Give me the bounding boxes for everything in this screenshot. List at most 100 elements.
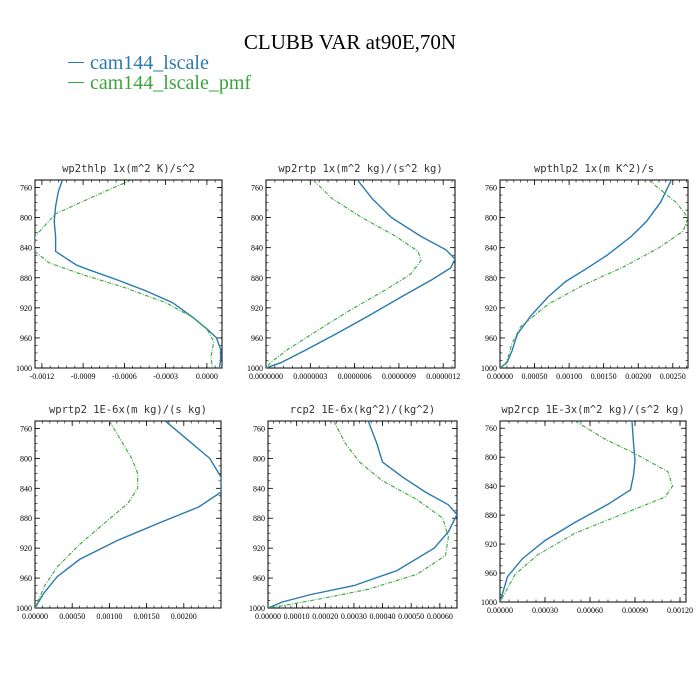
x-tick-label: -0.0003 <box>153 372 178 381</box>
x-tick-label: 0.00060 <box>427 612 453 621</box>
legend-label: cam144_lscale <box>90 52 209 74</box>
x-tick-label: 0.00120 <box>667 606 693 615</box>
x-tick-label: 0.00050 <box>522 372 548 381</box>
x-tick-label: 0.00060 <box>577 606 603 615</box>
y-tick-label: 920 <box>253 544 265 553</box>
y-tick-label: 1000 <box>16 364 32 373</box>
series-line-lscale-pmf <box>268 421 449 608</box>
series-line-lscale <box>35 421 221 608</box>
y-tick-label: 840 <box>253 484 265 493</box>
x-tick-label: 0.00000 <box>487 372 513 381</box>
y-tick-label: 960 <box>485 334 497 343</box>
y-tick-label: 840 <box>485 482 497 491</box>
y-tick-label: 960 <box>485 569 497 578</box>
series-line-lscale <box>53 180 222 368</box>
legend-swatch <box>68 81 84 83</box>
y-tick-label: 760 <box>20 424 32 433</box>
x-tick-label: 0.00090 <box>622 606 648 615</box>
y-tick-label: 920 <box>251 304 263 313</box>
series-line-lscale <box>500 180 673 368</box>
chart-panel-3: wpthlp2 1x(m K^2)/s 0.00000 0.00050 0.00100… <box>481 163 689 381</box>
x-tick-label: 0.0000000 <box>249 372 283 381</box>
series-line-lscale-pmf <box>500 421 674 602</box>
y-tick-label: 880 <box>20 274 32 283</box>
legend-entry-lscale-pmf: cam144_lscale_pmf <box>68 72 251 94</box>
x-tick-label: 0.0000003 <box>293 372 327 381</box>
y-tick-label: 840 <box>485 244 497 253</box>
panel-title: wp2thlp 1x(m^2 K)/s^2 <box>62 163 195 175</box>
y-tick-label: 880 <box>20 514 32 523</box>
x-tick-label: 0.00050 <box>59 612 85 621</box>
y-tick-label: 840 <box>251 244 263 253</box>
series-line-lscale-pmf <box>500 180 688 368</box>
x-tick-label: -0.0012 <box>30 372 55 381</box>
y-tick-label: 760 <box>251 184 263 193</box>
x-tick-label: 0.0000006 <box>338 372 372 381</box>
series-line-lscale-pmf <box>35 180 215 368</box>
series-line-lscale-pmf <box>266 180 422 368</box>
y-tick-label: 880 <box>251 274 263 283</box>
x-tick-label: 0.0000 <box>196 372 218 381</box>
x-tick-label: 0.00000 <box>22 612 48 621</box>
panel-title: wp2rcp 1E-3x(m^2 kg)/(s^2 kg) <box>501 404 684 416</box>
y-tick-label: 760 <box>20 184 32 193</box>
y-tick-label: 960 <box>253 574 265 583</box>
x-tick-label: 0.00000 <box>487 606 513 615</box>
y-tick-label: 960 <box>20 334 32 343</box>
x-tick-label: -0.0006 <box>112 372 137 381</box>
legend-swatch <box>68 61 84 63</box>
y-tick-label: 760 <box>253 424 265 433</box>
y-tick-label: 760 <box>485 184 497 193</box>
plot-frame <box>34 179 223 369</box>
plot-frame <box>34 420 222 609</box>
x-tick-label: 0.00200 <box>171 612 197 621</box>
panel-title: wp2rtp 1x(m^2 kg)/(s^2 kg) <box>278 163 442 175</box>
x-tick-label: 0.00100 <box>556 372 582 381</box>
y-tick-label: 960 <box>20 574 32 583</box>
chart-panel-4: wprtp2 1E-6x(m kg)/(s kg) 0.00000 0.00050 0… <box>16 404 222 621</box>
x-tick-label: 0.00020 <box>312 612 338 621</box>
y-tick-label: 800 <box>485 453 497 462</box>
y-tick-label: 880 <box>253 514 265 523</box>
y-tick-label: 920 <box>485 540 497 549</box>
y-tick-label: 1000 <box>249 604 265 613</box>
y-tick-label: 920 <box>20 544 32 553</box>
y-tick-label: 920 <box>20 304 32 313</box>
chart-panel-1: wp2thlp 1x(m^2 K)/s^2 -0.0012 -0.0009 -0.00… <box>16 163 223 381</box>
plot-frame <box>265 179 456 369</box>
series-line-lscale-pmf <box>35 421 139 608</box>
y-tick-label: 840 <box>20 484 32 493</box>
x-tick-label: 0.00150 <box>591 372 617 381</box>
y-tick-label: 1000 <box>481 364 497 373</box>
x-tick-label: -0.0009 <box>71 372 96 381</box>
x-tick-label: 0.00040 <box>370 612 396 621</box>
legend-entry-lscale: cam144_lscale <box>68 52 209 74</box>
x-tick-label: 0.00010 <box>284 612 310 621</box>
legend-label: cam144_lscale_pmf <box>90 72 252 94</box>
y-tick-label: 1000 <box>247 364 263 373</box>
figure-title: CLUBB VAR at90E,70N <box>243 30 457 54</box>
x-tick-label: 0.00030 <box>532 606 558 615</box>
y-tick-label: 880 <box>485 274 497 283</box>
x-tick-label: 0.00100 <box>96 612 122 621</box>
plot-frame <box>267 420 458 609</box>
x-tick-label: 0.0000009 <box>382 372 416 381</box>
y-tick-label: 800 <box>20 214 32 223</box>
panel-title: wpthlp2 1x(m K^2)/s <box>534 163 654 175</box>
y-tick-label: 760 <box>485 424 497 433</box>
x-tick-label: 0.00200 <box>625 372 651 381</box>
series-line-lscale <box>500 421 636 602</box>
y-tick-label: 800 <box>485 214 497 223</box>
y-tick-label: 880 <box>485 511 497 520</box>
y-tick-label: 800 <box>253 454 265 463</box>
y-tick-label: 960 <box>251 334 263 343</box>
chart-panel-2: wp2rtp 1x(m^2 kg)/(s^2 kg) 0.0000000 0.000… <box>247 163 460 381</box>
y-tick-label: 800 <box>20 454 32 463</box>
y-tick-label: 1000 <box>16 604 32 613</box>
series-line-lscale <box>268 421 457 608</box>
x-tick-label: 0.00050 <box>398 612 424 621</box>
series-line-lscale <box>266 180 455 368</box>
x-tick-label: 0.0000012 <box>426 372 460 381</box>
plot-frame <box>499 179 689 369</box>
panel-title: wprtp2 1E-6x(m kg)/(s kg) <box>49 404 207 416</box>
